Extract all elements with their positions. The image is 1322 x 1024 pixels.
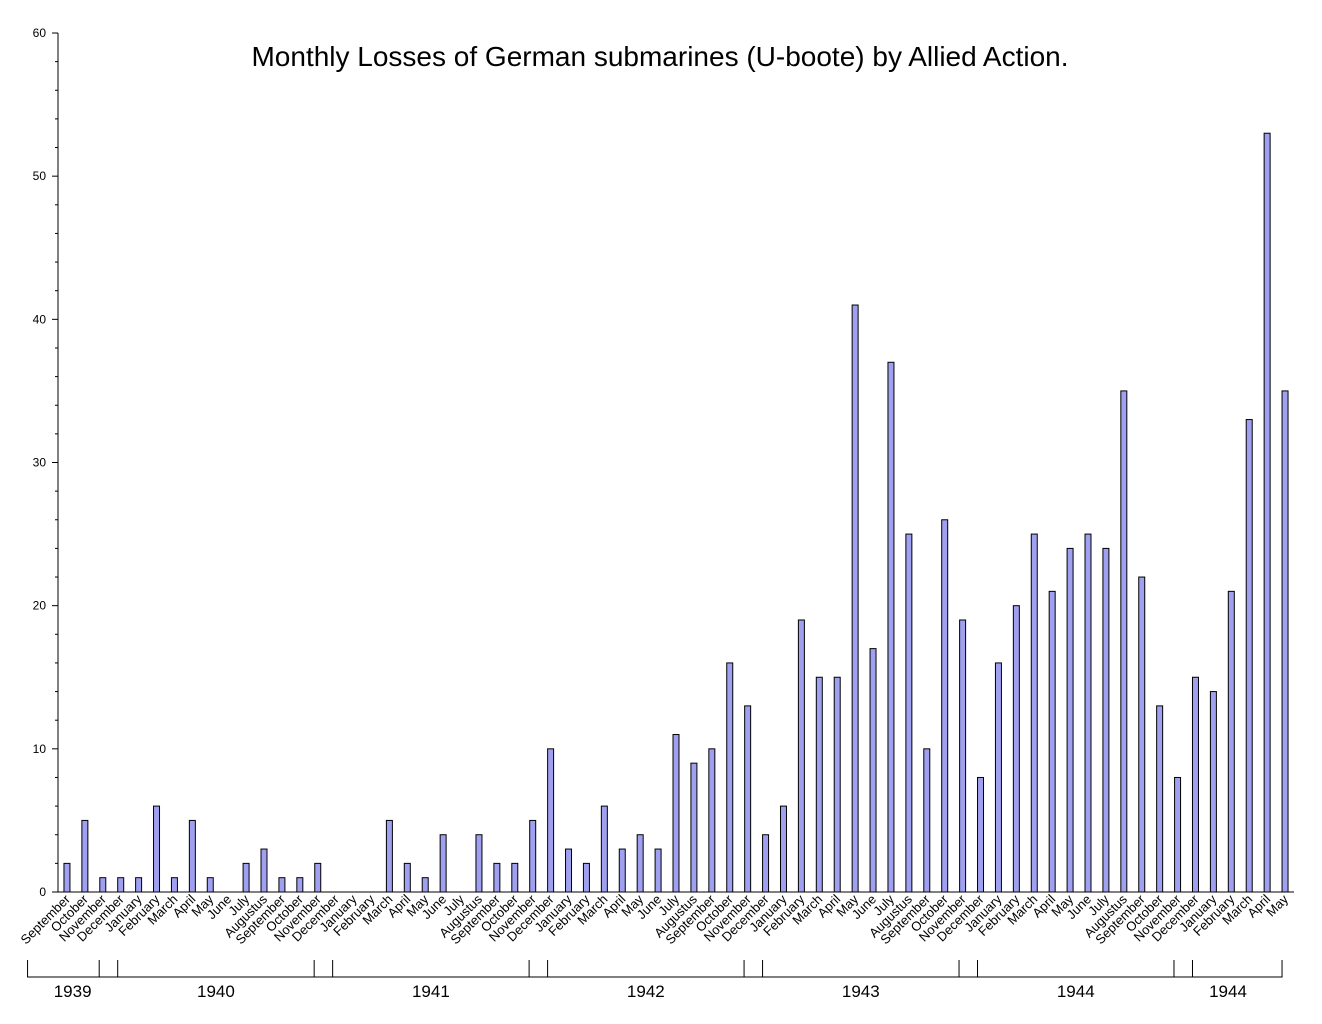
y-tick-label: 0 (39, 885, 46, 899)
year-bracket (98, 960, 334, 978)
bar (1012, 605, 1020, 893)
year-bracket (1173, 960, 1283, 978)
bar (63, 862, 71, 893)
bar (117, 877, 125, 893)
bar (600, 805, 608, 893)
bar (421, 877, 429, 893)
year-label: 1939 (54, 982, 92, 1001)
bar (565, 848, 573, 893)
year-label: 1942 (627, 982, 665, 1001)
bar (959, 619, 967, 893)
chart-title: Monthly Losses of German submarines (U-b… (251, 41, 1068, 72)
year-label: 1944 (1057, 982, 1095, 1001)
bar (905, 533, 913, 893)
bar (296, 877, 304, 893)
year-label: 1940 (197, 982, 235, 1001)
year-label: 1944 (1209, 982, 1247, 1001)
bar (493, 862, 501, 893)
y-tick-label: 50 (33, 169, 47, 183)
year-bracket (27, 960, 119, 978)
bar (170, 877, 178, 893)
bar (797, 619, 805, 893)
bar (1174, 776, 1182, 893)
y-tick-label: 10 (33, 742, 47, 756)
year-bracket (743, 960, 979, 978)
bar (1138, 576, 1146, 893)
bar (314, 862, 322, 893)
bar (153, 805, 161, 893)
bar (1030, 533, 1038, 893)
year-bracket (958, 960, 1193, 978)
bar (278, 877, 286, 893)
x-axis: SeptemberOctoberNovemberDecemberJanuaryF… (18, 891, 1294, 947)
bar (1120, 390, 1128, 893)
bar (994, 662, 1002, 893)
bar (582, 862, 590, 893)
bar (779, 805, 787, 893)
year-bracket (528, 960, 764, 978)
x-tick-label: May (1263, 891, 1291, 919)
bar (188, 819, 196, 893)
bar (762, 834, 770, 893)
bar (475, 834, 483, 893)
y-tick-label: 30 (33, 456, 47, 470)
bar (672, 734, 680, 893)
bar (135, 877, 143, 893)
bar (1191, 676, 1199, 893)
bar (744, 705, 752, 893)
year-label: 1943 (842, 982, 880, 1001)
bar (708, 748, 716, 893)
y-tick-label: 20 (33, 599, 47, 613)
bar (1245, 419, 1253, 893)
bar (941, 519, 949, 893)
bar (1066, 547, 1074, 893)
bar (547, 748, 555, 893)
bar (511, 862, 519, 893)
bar (439, 834, 447, 893)
bar (529, 819, 537, 893)
bar (618, 848, 626, 893)
bar (1281, 390, 1289, 893)
bars (63, 132, 1289, 893)
bar (1102, 547, 1110, 893)
bar (887, 361, 895, 893)
bar (851, 304, 859, 893)
bar (815, 676, 823, 893)
bar (1263, 132, 1271, 893)
bar (923, 748, 931, 893)
year-bracket (313, 960, 549, 978)
y-axis: 0 10 20 30 40 50 60 (33, 26, 59, 899)
bar (1156, 705, 1164, 893)
bar (260, 848, 268, 893)
bar (869, 648, 877, 893)
bar (833, 676, 841, 893)
bar (1209, 691, 1217, 893)
bar (690, 762, 698, 893)
bar (242, 862, 250, 893)
bar (654, 848, 662, 893)
bar (977, 776, 985, 893)
y-tick-label: 60 (33, 26, 47, 40)
y-tick-label: 40 (33, 312, 47, 326)
bar (99, 877, 107, 893)
bar (1048, 590, 1056, 893)
bar (636, 834, 644, 893)
bar (403, 862, 411, 893)
bar (81, 819, 89, 893)
bar (1227, 590, 1235, 893)
bar (1084, 533, 1092, 893)
bar (726, 662, 734, 893)
bar (385, 819, 393, 893)
year-groups: 1939 1940 1941 1942 1943 1944 1944 (27, 960, 1283, 1001)
year-label: 1941 (412, 982, 450, 1001)
bar (206, 877, 214, 893)
